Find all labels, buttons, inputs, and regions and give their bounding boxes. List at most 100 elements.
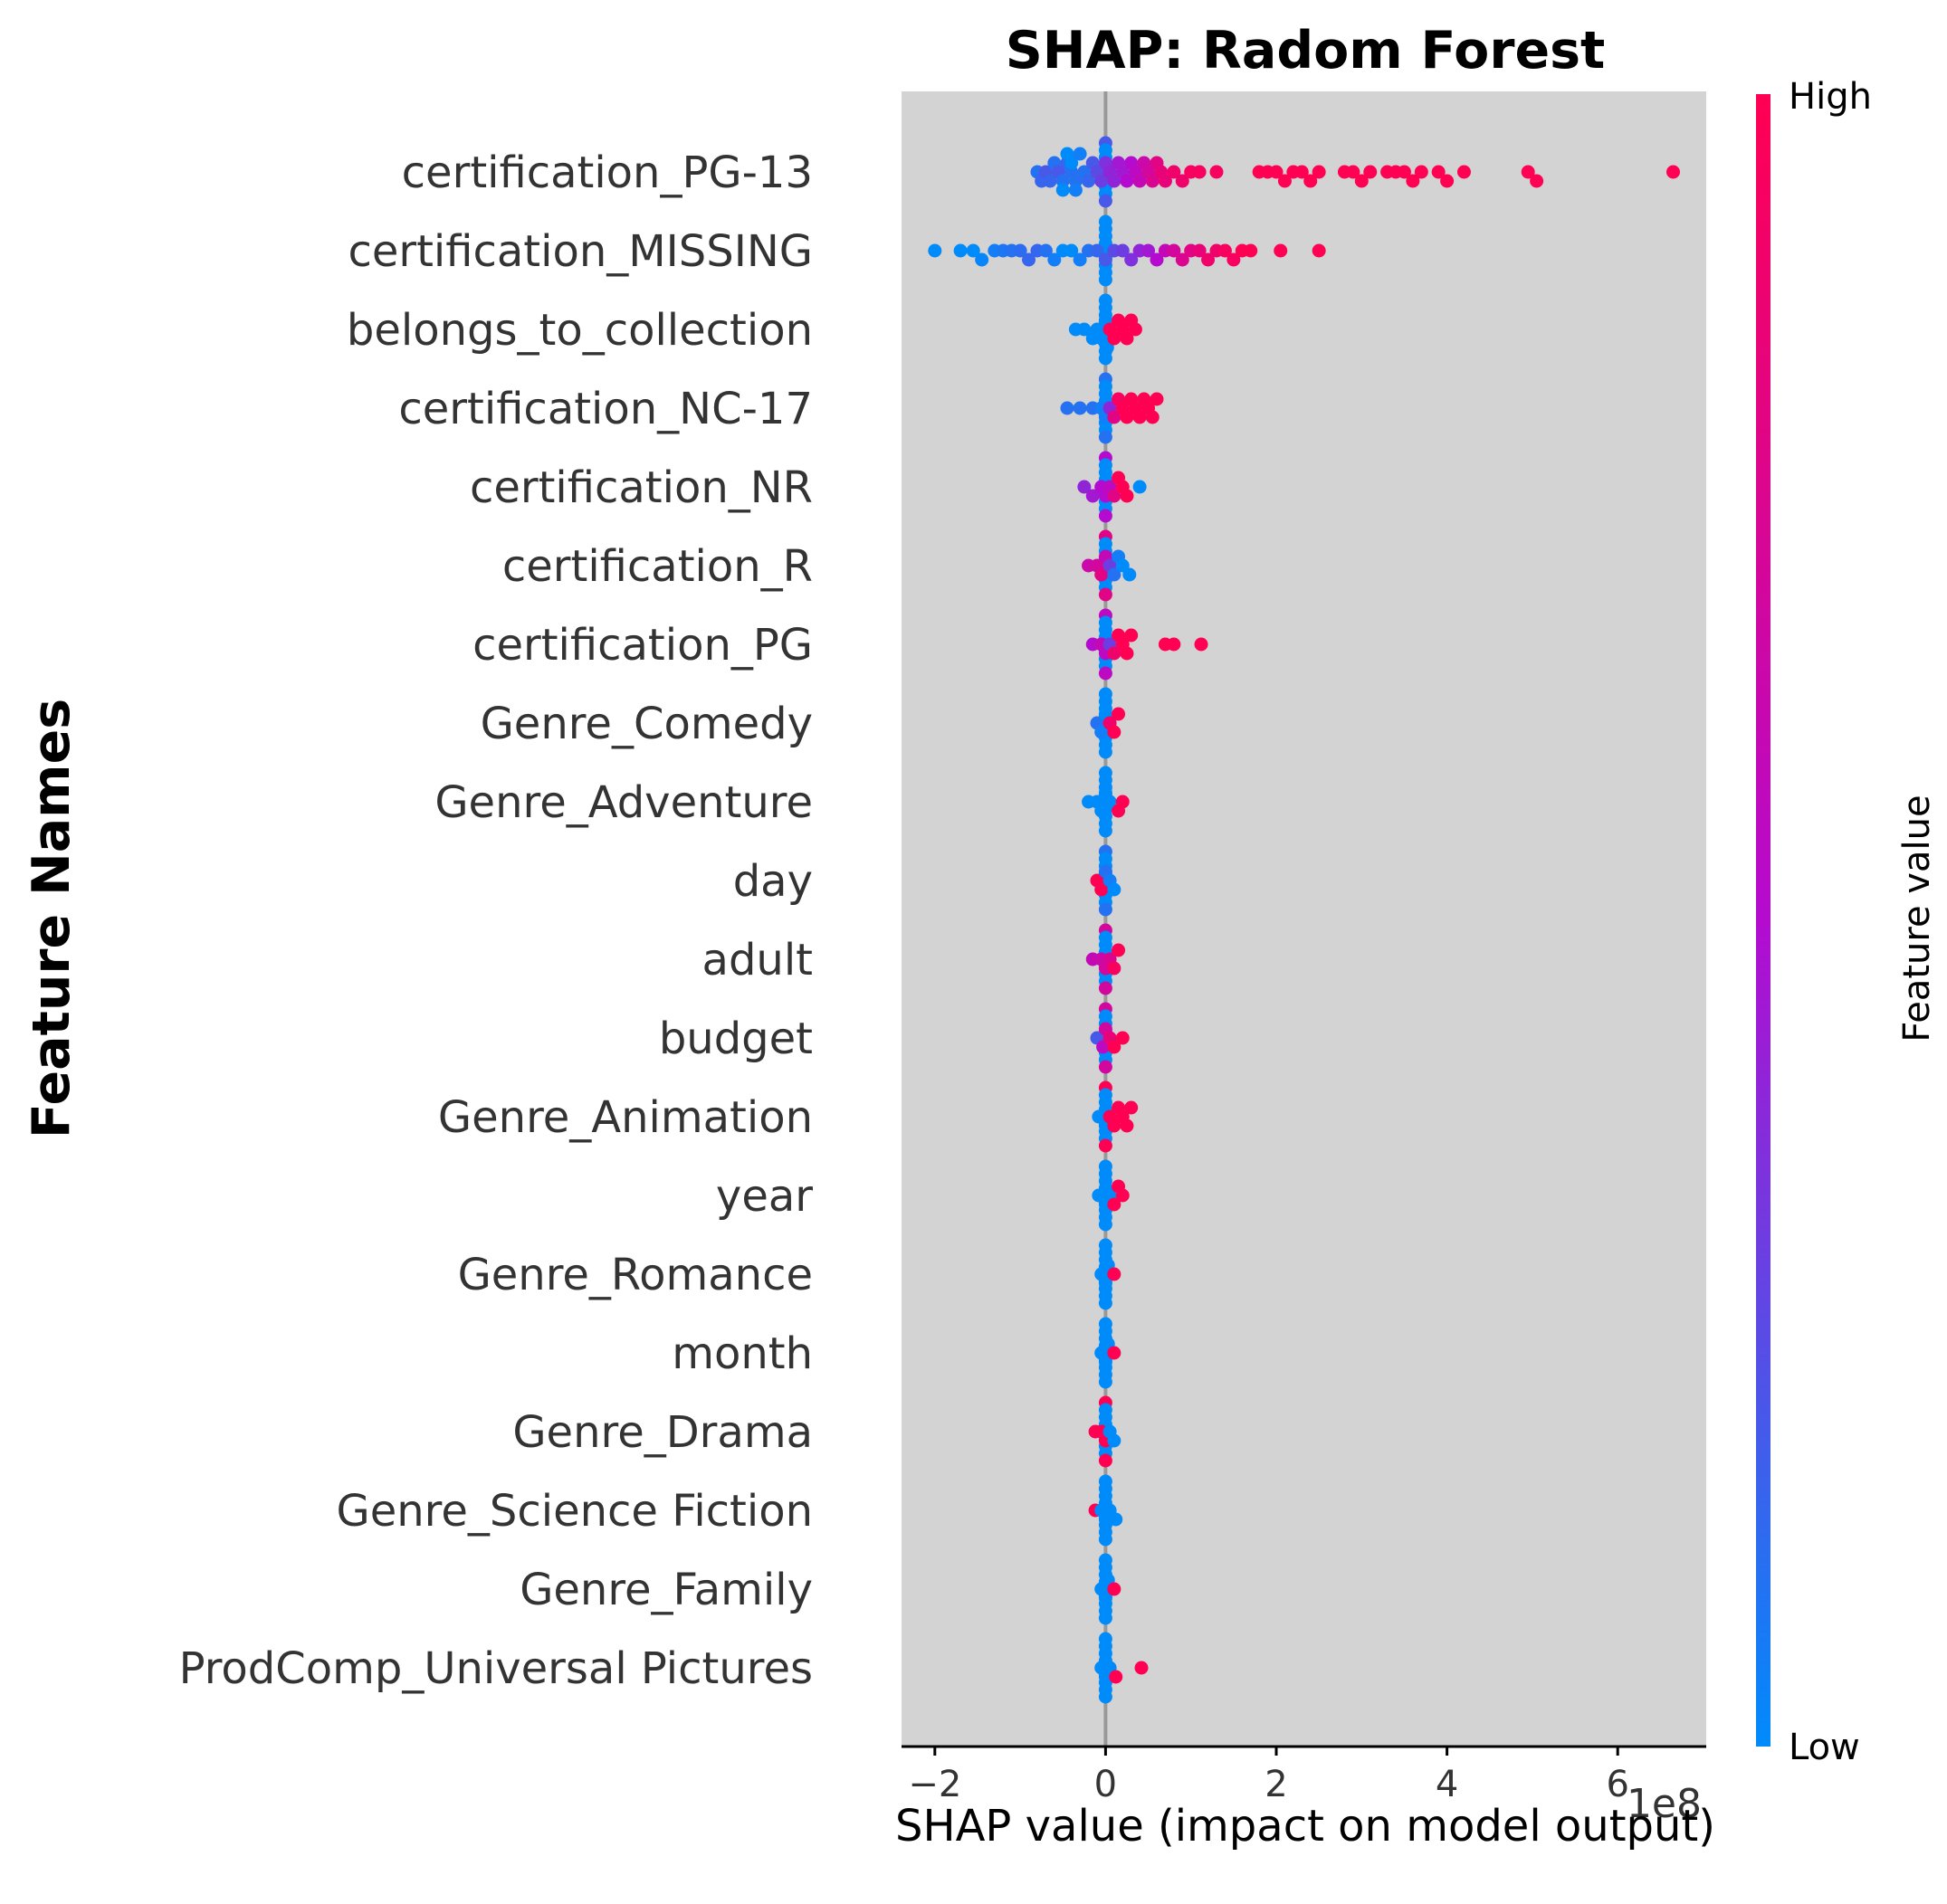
- shap-point: [1107, 331, 1121, 346]
- y-axis-label: Feature Names: [22, 699, 81, 1138]
- feature-label: certification_NC-17: [398, 384, 813, 434]
- x-axis-label: SHAP value (impact on model output): [895, 1801, 1715, 1852]
- feature-label: month: [672, 1328, 813, 1379]
- shap-point: [1098, 1532, 1112, 1547]
- shap-point: [1098, 1060, 1112, 1074]
- feature-label: adult: [702, 935, 813, 985]
- shap-point: [1098, 1453, 1112, 1468]
- shap-point: [1120, 331, 1134, 346]
- shap-point: [1192, 165, 1207, 179]
- shap-point: [1107, 410, 1121, 424]
- shap-point: [1194, 637, 1208, 652]
- shap-point: [1098, 1138, 1112, 1153]
- shap-point: [1107, 1433, 1121, 1448]
- feature-label: year: [716, 1171, 813, 1222]
- shap-point: [1397, 165, 1411, 179]
- feature-label: belongs_to_collection: [347, 305, 813, 356]
- shap-point: [1294, 165, 1309, 179]
- shap-point: [1094, 174, 1109, 188]
- shap-point: [1107, 646, 1121, 661]
- shap-point: [1192, 243, 1207, 258]
- shap-point: [1098, 823, 1112, 838]
- shap-point: [1277, 174, 1292, 188]
- colorbar-title: Feature value: [1896, 795, 1938, 1042]
- shap-point: [1098, 351, 1112, 366]
- shap-point: [1098, 430, 1112, 444]
- feature-label: Genre_Science Fiction: [337, 1486, 813, 1537]
- shap-point: [1209, 165, 1224, 179]
- shap-point: [1440, 174, 1455, 188]
- shap-point: [1098, 1611, 1112, 1625]
- shap-point: [1115, 1188, 1130, 1203]
- shap-point: [1077, 480, 1092, 494]
- shap-point: [1312, 165, 1326, 179]
- shap-point: [1132, 174, 1147, 188]
- feature-label: Genre_Romance: [458, 1250, 813, 1300]
- shap-point: [966, 243, 980, 258]
- shap-point: [1124, 1100, 1139, 1115]
- shap-point: [1132, 480, 1147, 494]
- shap-point: [1073, 401, 1087, 415]
- shap-point: [1098, 902, 1112, 917]
- chart-title: SHAP: Radom Forest: [1006, 21, 1606, 81]
- shap-point: [1038, 243, 1053, 258]
- shap-point: [1107, 567, 1121, 582]
- shap-point: [1120, 646, 1134, 661]
- shap-point: [1141, 243, 1156, 258]
- x-tick-label: 4: [1436, 1764, 1458, 1805]
- x-tick-label: −2: [908, 1764, 961, 1805]
- feature-label: Genre_Comedy: [481, 699, 813, 749]
- shap-point: [1145, 174, 1160, 188]
- shap-point: [1158, 174, 1172, 188]
- colorbar-high-label: High: [1789, 76, 1872, 118]
- shap-point: [1098, 1591, 1112, 1605]
- feature-label: Genre_Drama: [512, 1407, 813, 1458]
- feature-label: Genre_Animation: [438, 1092, 813, 1143]
- shap-point: [1107, 1582, 1121, 1596]
- shap-point: [1303, 174, 1318, 188]
- shap-point: [1124, 628, 1139, 643]
- shap-point: [953, 243, 968, 258]
- points-layer: [928, 136, 1680, 1704]
- shap-point: [1530, 174, 1544, 188]
- shap-point: [1098, 1355, 1112, 1369]
- shap-point: [1098, 745, 1112, 759]
- colorbar-low-label: Low: [1789, 1727, 1860, 1768]
- shap-point: [1013, 243, 1027, 258]
- shap-point: [1109, 1670, 1123, 1684]
- x-offset-text: 1e8: [1627, 1781, 1702, 1827]
- shap-point: [1431, 165, 1446, 179]
- shap-point: [1115, 243, 1130, 258]
- shap-point: [1120, 174, 1134, 188]
- shap-point: [1120, 1119, 1134, 1133]
- shap-point: [1094, 882, 1109, 897]
- shap-point: [1060, 401, 1074, 415]
- shap-point: [1107, 961, 1121, 976]
- shap-point: [1107, 489, 1121, 503]
- shap-point: [1098, 1375, 1112, 1389]
- shap-point: [1098, 1690, 1112, 1704]
- shap-point: [1107, 882, 1121, 897]
- shap-point: [1354, 174, 1369, 188]
- colorbar: [1756, 94, 1770, 1747]
- feature-label: certification_NR: [470, 462, 813, 513]
- shap-point: [1098, 1296, 1112, 1310]
- shap-point: [1175, 174, 1189, 188]
- shap-point: [1055, 183, 1070, 197]
- feature-label: certification_PG: [472, 620, 813, 671]
- feature-label: certification_PG-13: [402, 148, 813, 198]
- shap-point: [1665, 165, 1680, 179]
- shap-point: [1109, 1512, 1123, 1527]
- shap-point: [1098, 509, 1112, 523]
- x-tick-label: 2: [1265, 1764, 1287, 1805]
- feature-label: Genre_Adventure: [434, 777, 813, 828]
- shap-point: [1244, 243, 1258, 258]
- shap-point: [1112, 943, 1126, 957]
- shap-point: [1115, 795, 1130, 809]
- shap-point: [1115, 1031, 1130, 1045]
- shap-point: [1406, 174, 1420, 188]
- shap-point: [1269, 165, 1284, 179]
- shap-point: [1068, 183, 1083, 197]
- shap-point: [1073, 147, 1087, 161]
